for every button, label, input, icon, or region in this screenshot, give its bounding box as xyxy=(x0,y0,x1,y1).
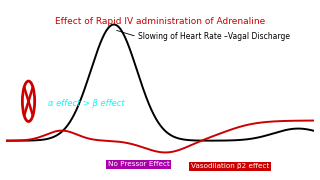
Text: Vasodilation β2 effect: Vasodilation β2 effect xyxy=(191,163,269,169)
Text: No Pressor Effect: No Pressor Effect xyxy=(108,161,170,167)
Text: α effect > β effect: α effect > β effect xyxy=(48,99,124,108)
Text: Slowing of Heart Rate –Vagal Discharge: Slowing of Heart Rate –Vagal Discharge xyxy=(139,32,291,41)
Text: Effect of Rapid IV administration of Adrenaline: Effect of Rapid IV administration of Adr… xyxy=(55,17,265,26)
